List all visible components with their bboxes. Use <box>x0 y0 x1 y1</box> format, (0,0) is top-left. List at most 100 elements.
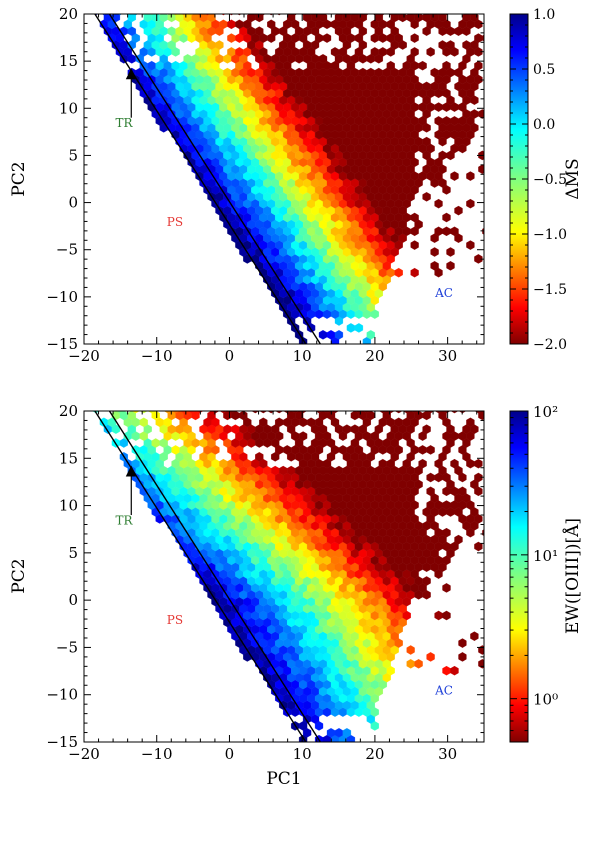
hexbin-cell <box>318 54 328 64</box>
hexbin-cell <box>474 60 483 71</box>
colorbar-tick-label: 0.0 <box>533 117 555 133</box>
x-axis-ticks: −20 −10 0 10 20 30 <box>68 14 478 365</box>
x-tick-label: 20 <box>365 347 384 365</box>
hexbin-cell <box>354 323 364 333</box>
hexbin-cell <box>362 411 371 414</box>
hexbin-cell <box>394 267 403 278</box>
hexbin-cell <box>163 411 172 414</box>
hexbin-cell <box>446 261 455 271</box>
hexbin-cell <box>314 741 316 742</box>
hexbin-cell <box>474 541 483 552</box>
x-tick-label: 0 <box>225 745 235 763</box>
hexbin-cell <box>426 486 435 497</box>
hexbin-cell <box>187 411 196 414</box>
hexbin-cell <box>422 424 431 434</box>
hexbin-cell <box>338 343 340 344</box>
region-annotations: TR PS AC <box>115 513 452 697</box>
y-tick-label: −10 <box>46 288 78 306</box>
y-tick-label: 15 <box>59 52 78 70</box>
y-tick-label: −5 <box>56 241 78 259</box>
hexbin-cell <box>410 212 419 223</box>
y-tick-label: 10 <box>59 99 78 117</box>
hexbin-cell <box>446 40 455 50</box>
hexbin-cell <box>147 411 156 414</box>
hexbin-cell <box>410 47 419 57</box>
hexbin-cell <box>131 411 140 414</box>
hexbin-cell <box>422 576 431 586</box>
y-tick-label: 20 <box>59 5 78 23</box>
triangle-marker <box>125 465 137 516</box>
hexbin-cell <box>115 411 124 414</box>
hexbin-cell <box>334 330 344 340</box>
hexbin-cell <box>139 411 148 414</box>
plot-frame <box>83 410 485 743</box>
triangle-marker <box>125 68 137 118</box>
x-tick-label: 0 <box>225 347 235 365</box>
hexbin-cell <box>478 164 484 174</box>
hexbin-cell <box>458 486 467 497</box>
hexbin-cell <box>454 205 463 216</box>
hexbin-cell <box>139 417 148 428</box>
annotation-ps: PS <box>167 215 183 229</box>
hexbin-cell <box>426 411 435 414</box>
hexbin-cell <box>450 411 459 414</box>
triangle-marker-shape <box>125 68 137 80</box>
hexbin-cell <box>410 33 419 43</box>
hexbin-cell <box>259 411 268 414</box>
hexbin-cell <box>442 583 451 593</box>
hexbin-cell <box>298 431 308 441</box>
triangle-marker-shape <box>125 465 137 477</box>
boundary-lines <box>94 411 321 742</box>
hexbin-cell <box>434 198 443 209</box>
hexbin-cell <box>466 171 475 181</box>
hexbin-cell <box>442 212 451 223</box>
hexbin-cell <box>466 198 475 209</box>
y-tick-label: 20 <box>59 402 78 420</box>
y-tick-label: 15 <box>59 449 78 467</box>
boundary-lines <box>94 14 321 344</box>
hexbin-cell <box>466 417 475 428</box>
hexbin-cell <box>291 411 300 414</box>
annotation-tr: TR <box>115 513 133 527</box>
hexbin-cell <box>478 109 484 119</box>
hexbin-cell <box>426 472 435 483</box>
hexbin-cell <box>195 411 204 414</box>
hexbin-cell <box>275 411 284 414</box>
x-tick-label: 20 <box>365 745 384 763</box>
panel-top: TR PS AC −20 −10 0 10 20 30 −15 −10 −5 0 5 10 15 20 PC… <box>9 5 583 365</box>
colorbar-tick-label: −1.5 <box>533 282 567 298</box>
hexbin-cell <box>450 171 459 181</box>
hexbin-cell <box>366 330 375 340</box>
hexbin-cell <box>410 411 419 414</box>
hexbin-cell <box>406 659 415 669</box>
plot-frame <box>83 13 485 345</box>
colorbar-label: EW([OIII])[Å] <box>562 518 583 634</box>
hexbin-cell <box>394 411 403 414</box>
hexbin-cell <box>386 411 395 414</box>
hexbin-cell <box>323 411 331 414</box>
x-tick-label: −20 <box>68 745 100 763</box>
x-tick-label: 10 <box>293 347 312 365</box>
hexbin-cell <box>426 652 435 662</box>
hexbin-cell <box>267 411 276 414</box>
hexbin-cell <box>474 254 483 264</box>
hexbin-cell <box>442 527 451 538</box>
boundary-line <box>108 411 321 742</box>
y-axis-ticks: −15 −10 −5 0 5 10 15 20 <box>46 5 484 353</box>
hexbin-cell <box>446 247 455 257</box>
y-tick-label: 0 <box>68 591 78 609</box>
x-tick-label: −10 <box>141 347 173 365</box>
hexbin-cell <box>450 458 459 469</box>
hexbin-cell <box>442 610 451 621</box>
hexbin-cell <box>478 645 484 655</box>
colorbar-gradient <box>509 410 529 743</box>
hexbin-cell <box>478 659 484 669</box>
hexbin-cell <box>406 645 415 655</box>
annotation-tr: TR <box>115 116 133 130</box>
hexbin-cell <box>299 411 308 414</box>
hexbin-cell <box>442 411 451 414</box>
annotation-ps: PS <box>167 613 183 627</box>
hexbin-cell <box>450 665 459 676</box>
y-axis-label: PC2 <box>9 558 29 593</box>
hexbin-cell <box>255 26 264 36</box>
